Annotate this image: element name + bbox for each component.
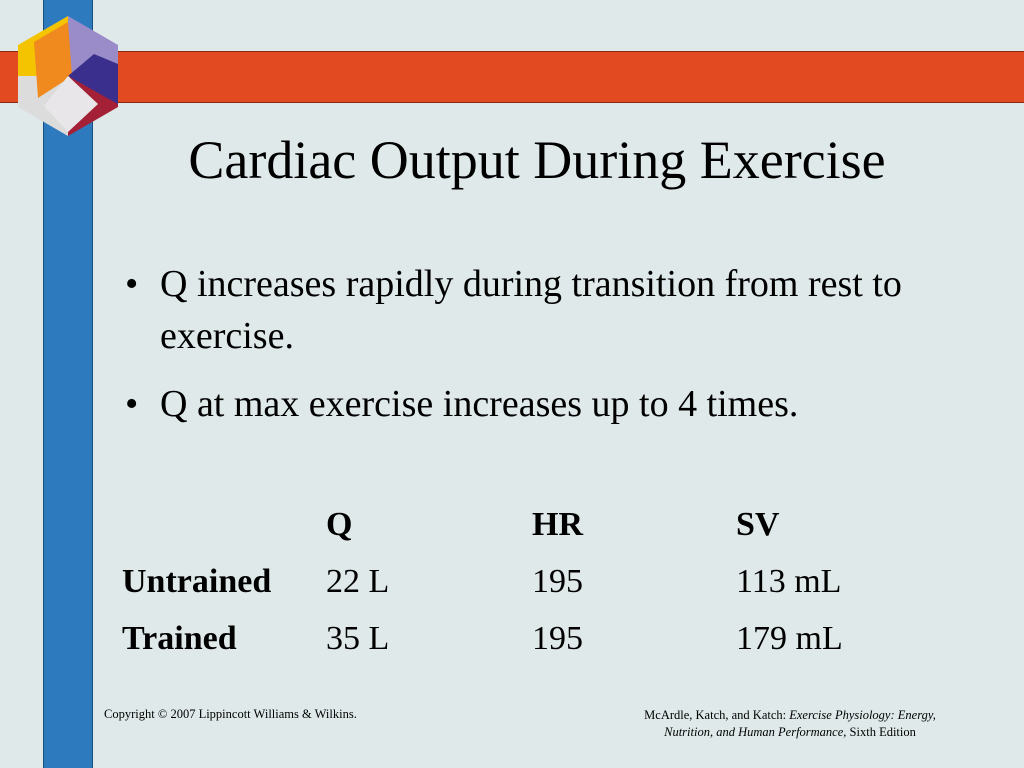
citation-title-part-1: Exercise Physiology: Energy, [789,708,936,722]
slide-title: Cardiac Output During Exercise [188,130,886,190]
table-header-cell: HR [532,505,583,543]
cardiac-output-table: Q HR SV Untrained 22 L 195 113 mL Traine… [116,496,922,667]
table-row-label: Trained [122,619,237,657]
bullet-item: • Q increases rapidly during transition … [125,258,985,362]
citation-authors: McArdle, Katch, and Katch: [644,708,790,722]
citation-footer: McArdle, Katch, and Katch: Exercise Phys… [590,707,990,741]
bullet-marker: • [125,263,139,305]
table-cell: 195 [532,619,583,657]
table-cell: 22 L [326,562,390,600]
table-cell: 179 mL [736,619,843,657]
copyright-footer: Copyright © 2007 Lippincott Williams & W… [104,707,357,721]
bullet-item: • Q at max exercise increases up to 4 ti… [125,378,985,430]
table-header-cell [116,496,320,553]
horizontal-accent-bar [0,51,1024,103]
table-cell: 35 L [326,619,390,657]
table-header-cell: Q [326,505,353,543]
bullet-text: Q at max exercise increases up to 4 time… [160,383,799,425]
table-header-row: Q HR SV [116,496,922,553]
table-row-label: Untrained [122,562,272,600]
citation-edition: Sixth Edition [846,725,916,739]
table-row: Trained 35 L 195 179 mL [116,610,922,667]
table-cell: 195 [532,562,583,600]
bullet-text: Q increases rapidly during transition fr… [160,263,902,357]
bullet-marker: • [125,383,139,425]
table-row: Untrained 22 L 195 113 mL [116,553,922,610]
table-header-cell: SV [736,505,780,543]
hexagon-cube-logo-icon [18,16,118,136]
bullet-list: • Q increases rapidly during transition … [125,258,985,446]
table-cell: 113 mL [736,562,842,600]
citation-title-part-2: Nutrition, and Human Performance, [664,725,847,739]
